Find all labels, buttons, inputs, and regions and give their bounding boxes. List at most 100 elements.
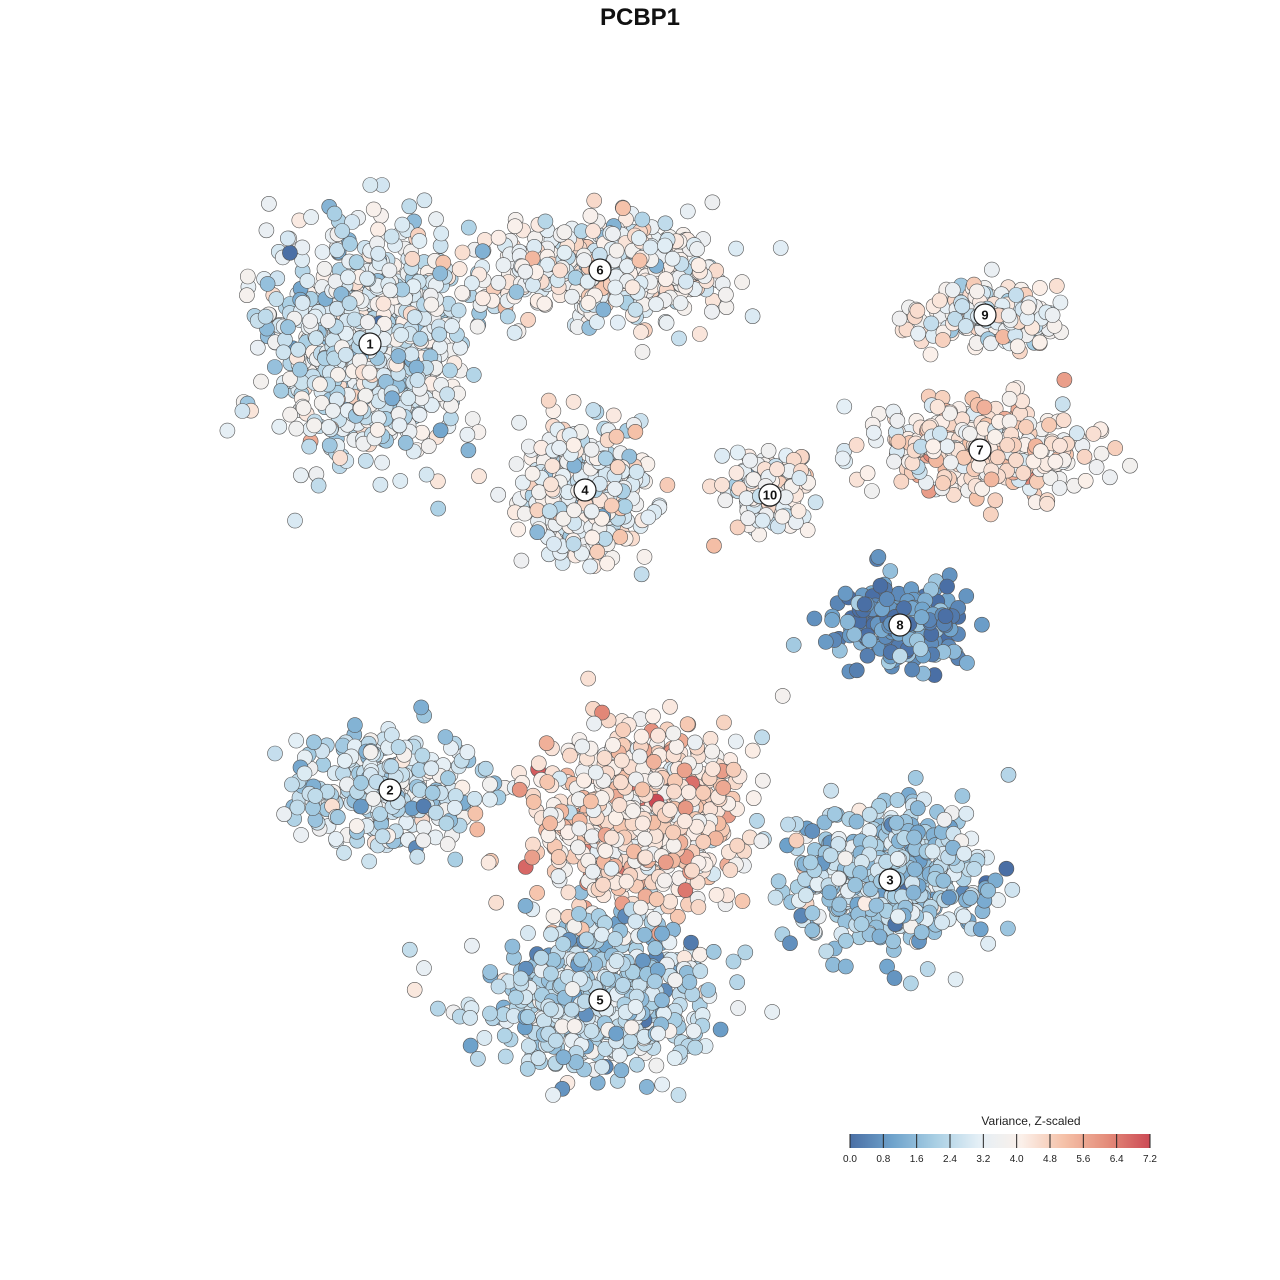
cell-point-cluster-5 (648, 1057, 665, 1074)
cell-point-cluster-2 (447, 851, 464, 868)
cell-point-cluster-1 (370, 245, 387, 262)
cell-point-cluster-center (679, 716, 696, 733)
cell-point-cluster-8 (879, 591, 895, 608)
cell-point-cluster-5 (462, 1009, 478, 1026)
cell-point-cluster-3 (919, 961, 936, 977)
cell-point-cluster-9 (909, 302, 926, 319)
cell-point-cluster-6 (615, 200, 631, 216)
cell-point-cluster-center (608, 810, 624, 826)
cell-point-cluster-5 (613, 1062, 630, 1078)
cell-point-cluster-5 (520, 1038, 537, 1054)
cell-point-cluster-8 (806, 610, 823, 627)
cell-point-cluster-5 (683, 934, 699, 951)
cluster-label-9: 9 (973, 303, 997, 327)
cell-point-cluster-5 (681, 974, 698, 990)
cell-point-cluster-1 (469, 318, 486, 335)
cluster-label-text: 7 (976, 443, 983, 458)
cluster-label-text: 9 (981, 308, 988, 323)
cell-point-cluster-center (584, 828, 600, 845)
cell-point-cluster-2 (414, 747, 431, 764)
cell-point-cluster-1 (365, 201, 382, 218)
cell-point-cluster-4 (541, 503, 558, 520)
cell-point-cluster-5 (508, 989, 524, 1006)
cell-point-cluster-7 (836, 398, 853, 415)
cell-point-cluster-1 (397, 434, 414, 451)
cluster-label-text: 1 (366, 337, 373, 352)
cluster-label-4: 4 (573, 478, 597, 502)
cell-point-cluster-5 (543, 965, 559, 982)
cell-point-cluster-center (570, 839, 586, 856)
cell-point-cluster-center (530, 755, 547, 772)
cell-point-cluster-6 (607, 279, 624, 296)
cell-point-cluster-6 (508, 284, 525, 300)
cell-point-cluster-3 (798, 887, 814, 904)
cell-point-cluster-2 (413, 699, 430, 716)
cell-point-cluster-3 (879, 958, 895, 975)
cell-point-cluster-7 (834, 450, 851, 467)
cell-point-cluster-2 (438, 815, 455, 832)
cell-point-cluster-2 (362, 744, 379, 760)
cell-point-cluster-5 (622, 1033, 639, 1050)
cell-point-cluster-5 (608, 1025, 625, 1042)
cell-point-cluster-6 (460, 219, 477, 236)
cell-point-cluster-3 (889, 850, 906, 867)
cell-point-cluster-9 (957, 318, 974, 334)
cell-point-cluster-1 (370, 221, 386, 238)
cell-point-cluster-center (511, 781, 528, 798)
cell-point-cluster-2 (306, 734, 322, 751)
cell-point-cluster-5 (545, 1087, 561, 1103)
cell-point-cluster-1 (359, 314, 376, 331)
cell-point-cluster-6 (631, 252, 648, 269)
cell-point-cluster-2 (284, 776, 300, 793)
cell-point-cluster-3 (934, 914, 950, 931)
cell-point-cluster-3 (753, 833, 770, 850)
cell-point-cluster-center (550, 868, 567, 885)
cell-point-cluster-4 (566, 502, 582, 519)
cell-point-cluster-1 (511, 414, 527, 431)
cell-point-cluster-9 (910, 325, 927, 342)
cell-point-cluster-6 (495, 257, 512, 273)
cell-point-cluster-5 (482, 964, 499, 980)
cell-point-cluster-5 (401, 941, 418, 958)
cluster-label-text: 3 (886, 873, 893, 888)
cell-point-cluster-5 (496, 1027, 513, 1044)
cell-point-cluster-3 (905, 884, 922, 901)
cell-point-cluster-7 (976, 399, 993, 416)
cell-point-cluster-5 (555, 1049, 572, 1066)
cell-point-cluster-5 (519, 1061, 536, 1077)
cell-point-cluster-center (744, 742, 761, 759)
cell-point-cluster-3 (966, 861, 983, 877)
cell-point-cluster-3 (804, 823, 821, 839)
cluster-label-text: 2 (386, 783, 393, 798)
cell-point-cluster-3 (861, 806, 878, 823)
cell-point-cluster-9 (1044, 307, 1061, 323)
cluster-label-text: 6 (596, 263, 603, 278)
cell-point-cluster-center (650, 727, 666, 744)
cell-point-cluster-4 (584, 529, 601, 546)
cell-point-cluster-8 (817, 634, 834, 650)
cell-point-cluster-5 (764, 1004, 781, 1020)
cell-point-cluster-1 (279, 230, 296, 247)
cell-point-cluster-4 (513, 552, 530, 569)
cell-point-cluster-9 (1049, 278, 1065, 294)
cell-point-cluster-1 (369, 421, 386, 438)
cell-point-cluster-center (618, 873, 635, 890)
cell-point-cluster-3 (770, 873, 787, 890)
cell-point-cluster-1 (411, 233, 428, 249)
cell-point-cluster-3 (818, 943, 835, 960)
cell-point-cluster-6 (490, 229, 507, 246)
cell-point-cluster-2 (440, 770, 456, 787)
cell-point-cluster-center (695, 784, 712, 801)
cell-point-cluster-3 (1004, 881, 1021, 898)
cell-point-cluster-7 (1088, 459, 1105, 475)
cell-point-cluster-8 (872, 577, 889, 594)
cell-point-cluster-5 (667, 972, 684, 989)
cell-point-cluster-8 (939, 578, 955, 595)
cell-point-cluster-6 (657, 271, 674, 288)
cell-point-cluster-6 (671, 330, 687, 347)
cell-point-cluster-4 (529, 524, 546, 541)
cell-point-cluster-center (645, 708, 661, 725)
cell-point-cluster-6 (657, 237, 673, 254)
cell-point-cluster-2 (329, 809, 346, 826)
cell-point-cluster-1 (282, 245, 298, 261)
